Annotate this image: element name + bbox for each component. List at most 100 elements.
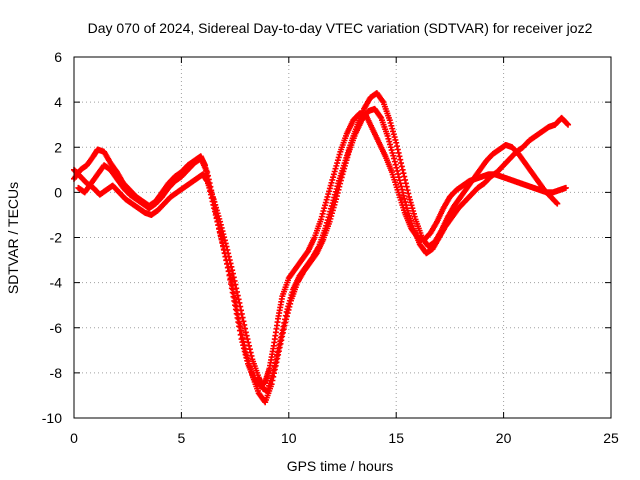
data-point — [274, 355, 281, 362]
y-tick-label: -2 — [50, 230, 63, 246]
data-point — [398, 163, 405, 170]
data-point — [342, 160, 349, 167]
data-point — [404, 187, 411, 194]
data-point — [204, 172, 211, 179]
data-point — [394, 167, 401, 174]
data-point — [230, 290, 237, 297]
data-point — [402, 180, 409, 187]
data-point — [387, 141, 394, 148]
data-point — [403, 202, 410, 209]
data-point — [323, 196, 330, 203]
data-point — [335, 186, 342, 193]
data-point — [220, 243, 227, 250]
data-point — [391, 155, 398, 162]
data-point — [227, 275, 234, 282]
data-point — [410, 210, 417, 217]
data-point — [242, 329, 249, 336]
data-point — [243, 352, 250, 359]
data-point — [333, 162, 340, 169]
data-point — [403, 183, 410, 190]
data-point — [396, 153, 403, 160]
data-point — [280, 326, 287, 333]
data-point — [406, 193, 413, 200]
data-point — [406, 196, 413, 203]
data-point — [565, 121, 572, 128]
data-point — [231, 294, 238, 301]
data-point — [287, 300, 294, 307]
data-point — [239, 314, 246, 321]
data-point — [385, 135, 392, 142]
data-point — [329, 210, 336, 217]
data-point — [243, 332, 250, 339]
data-point — [390, 152, 397, 159]
data-point — [334, 160, 341, 167]
data-point — [389, 149, 396, 156]
x-tick-label: 20 — [496, 430, 512, 446]
data-point — [553, 199, 560, 206]
data-point — [204, 169, 211, 176]
data-points — [71, 90, 572, 406]
data-point — [229, 282, 236, 289]
data-point — [232, 281, 239, 288]
x-tick-label: 15 — [388, 430, 404, 446]
data-point — [275, 351, 282, 358]
data-point — [399, 186, 406, 193]
data-point — [321, 205, 328, 212]
data-point — [343, 157, 350, 164]
data-point — [217, 233, 224, 240]
data-point — [270, 373, 277, 380]
data-point — [335, 154, 342, 161]
data-point — [234, 292, 241, 299]
data-point — [401, 173, 408, 180]
data-point — [233, 307, 240, 314]
data-point — [329, 176, 336, 183]
data-point — [209, 194, 216, 201]
data-point — [238, 331, 245, 338]
data-point — [228, 279, 235, 286]
data-point — [211, 202, 218, 209]
data-point — [389, 125, 396, 132]
data-point — [330, 174, 337, 181]
data-point — [276, 344, 283, 351]
data-point — [331, 168, 338, 175]
data-point — [397, 156, 404, 163]
data-point — [269, 377, 276, 384]
data-point — [395, 174, 402, 181]
x-tick-label: 25 — [603, 430, 619, 446]
data-point — [386, 117, 393, 124]
data-point — [399, 189, 406, 196]
data-point — [226, 271, 233, 278]
data-point — [206, 180, 213, 187]
data-point — [285, 306, 292, 313]
data-point — [242, 325, 249, 332]
data-point — [331, 201, 338, 208]
x-tick-label: 0 — [70, 430, 78, 446]
data-point — [391, 134, 398, 141]
data-point — [337, 180, 344, 187]
series-2 — [71, 90, 561, 394]
data-point — [245, 339, 252, 346]
y-tick-label: -6 — [50, 320, 63, 336]
data-point — [279, 333, 286, 340]
data-point — [248, 369, 255, 376]
x-tick-label: 10 — [281, 430, 297, 446]
y-tick-label: -10 — [42, 410, 62, 426]
data-point — [213, 214, 220, 221]
data-point — [322, 202, 329, 209]
data-point — [332, 165, 339, 172]
y-tick-label: 0 — [54, 184, 62, 200]
data-point — [277, 340, 284, 347]
data-point — [329, 207, 336, 214]
data-point — [388, 122, 395, 129]
data-point — [398, 183, 405, 190]
y-tick-label: 4 — [54, 94, 62, 110]
data-point — [221, 250, 228, 257]
data-point — [344, 154, 351, 161]
series-3 — [75, 105, 572, 406]
data-point — [223, 257, 230, 264]
data-point — [562, 184, 569, 191]
grid-lines — [74, 57, 611, 418]
data-point — [221, 246, 228, 253]
data-point — [282, 319, 289, 326]
data-point — [233, 288, 240, 295]
